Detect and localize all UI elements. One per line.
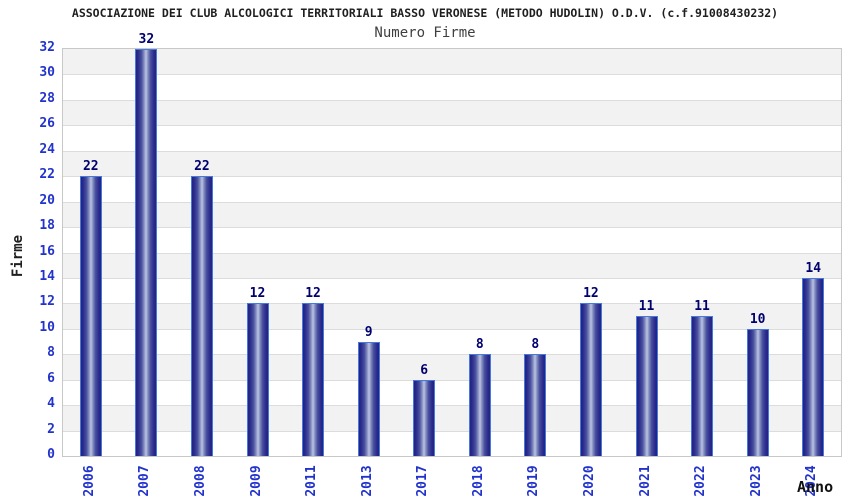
y-tick-label: 12 bbox=[39, 294, 55, 310]
gridline bbox=[63, 201, 841, 203]
gridline bbox=[63, 74, 841, 76]
y-tick-label: 30 bbox=[39, 65, 55, 81]
x-tick-label: 2021 bbox=[637, 465, 653, 497]
bar bbox=[357, 341, 380, 456]
gridline bbox=[63, 252, 841, 254]
plot-area: 22 32 22 12 12 9 6 8 8 12 11 11 10 14 bbox=[62, 32, 842, 457]
gridline bbox=[63, 328, 841, 330]
bar-value-label: 14 bbox=[805, 260, 822, 276]
plot-band bbox=[63, 99, 841, 126]
chart-subtitle: Numero Firme bbox=[374, 25, 476, 41]
y-tick-label: 14 bbox=[39, 268, 55, 284]
bar-value-label: 12 bbox=[305, 286, 321, 302]
y-tick-label: 10 bbox=[39, 319, 55, 335]
bar bbox=[746, 328, 769, 456]
y-tick-label: 18 bbox=[39, 218, 55, 234]
bar-value-label: 22 bbox=[82, 159, 99, 175]
plot-band bbox=[63, 328, 841, 355]
plot-band bbox=[63, 125, 841, 151]
bar bbox=[468, 354, 491, 456]
bar-value-label: 11 bbox=[694, 299, 710, 315]
plot-band bbox=[63, 379, 841, 406]
y-tick-label: 6 bbox=[47, 370, 55, 386]
bar-value-label: 12 bbox=[249, 286, 266, 302]
bar bbox=[635, 316, 658, 456]
y-tick-label: 28 bbox=[39, 90, 55, 106]
bar-value-label: 32 bbox=[138, 32, 155, 47]
y-tick-label: 4 bbox=[47, 396, 55, 412]
gridline bbox=[63, 379, 841, 381]
plot-band bbox=[63, 303, 841, 329]
plot-band bbox=[63, 176, 841, 202]
bar-value-label: 10 bbox=[749, 311, 766, 327]
bar bbox=[802, 277, 825, 456]
gridline bbox=[63, 405, 841, 407]
x-tick-label: 2007 bbox=[137, 465, 153, 497]
y-tick-label: 0 bbox=[47, 447, 55, 462]
bar-value-label: 8 bbox=[475, 337, 484, 353]
x-tick-label: 2022 bbox=[693, 465, 709, 497]
bar-value-label: 6 bbox=[420, 362, 429, 378]
gridline bbox=[63, 354, 841, 356]
plot-band bbox=[63, 354, 841, 380]
bar bbox=[190, 176, 213, 456]
x-tick-label: 2013 bbox=[359, 465, 375, 497]
y-tick-label: 32 bbox=[39, 40, 55, 55]
plot-band bbox=[63, 252, 841, 278]
bar bbox=[691, 316, 714, 456]
x-tick-label: 2018 bbox=[470, 465, 486, 497]
bar bbox=[135, 49, 158, 456]
x-tick-label: 2011 bbox=[304, 465, 320, 497]
bar bbox=[579, 303, 602, 456]
x-tick-label: 2008 bbox=[192, 465, 208, 497]
bar-value-label: 9 bbox=[364, 324, 373, 340]
y-tick-label: 22 bbox=[39, 167, 55, 183]
chart-title: ASSOCIAZIONE DEI CLUB ALCOLOGICI TERRITO… bbox=[71, 6, 779, 20]
gridline bbox=[63, 277, 841, 279]
x-tick-label: 2017 bbox=[415, 465, 431, 497]
x-tick-label: 2023 bbox=[748, 465, 764, 497]
x-tick-label: 2020 bbox=[581, 465, 597, 497]
bar bbox=[302, 303, 325, 456]
gridline bbox=[63, 150, 841, 152]
x-tick-label: 2009 bbox=[248, 465, 264, 497]
x-tick-label: 2019 bbox=[526, 465, 542, 497]
gridline bbox=[63, 227, 841, 229]
plot-band bbox=[63, 49, 841, 75]
bar-value-label: 12 bbox=[583, 286, 599, 302]
gridline bbox=[63, 99, 841, 101]
y-tick-label: 24 bbox=[39, 141, 55, 157]
bar-value-label: 22 bbox=[194, 159, 210, 175]
bar-value-label: 11 bbox=[638, 299, 655, 315]
bar bbox=[413, 379, 436, 456]
gridline bbox=[63, 303, 841, 305]
y-tick-label: 20 bbox=[39, 192, 55, 208]
gridline bbox=[63, 430, 841, 432]
y-tick-label: 2 bbox=[47, 421, 55, 437]
bar bbox=[79, 176, 102, 456]
plot-band bbox=[63, 430, 841, 456]
plot-band bbox=[63, 150, 841, 177]
y-tick-label: 16 bbox=[39, 243, 55, 259]
y-tick-label: 26 bbox=[39, 116, 55, 132]
plot-band bbox=[63, 227, 841, 253]
plot-band bbox=[63, 405, 841, 431]
bar bbox=[524, 354, 547, 456]
plot-band bbox=[63, 201, 841, 228]
plot-band bbox=[63, 74, 841, 100]
bar-value-label: 8 bbox=[531, 337, 540, 353]
y-tick-label: 8 bbox=[47, 345, 55, 361]
plot-band bbox=[63, 277, 841, 304]
x-tick-label: 2006 bbox=[81, 465, 97, 497]
bar bbox=[246, 303, 269, 456]
gridline bbox=[63, 125, 841, 127]
x-axis-title: Anno bbox=[797, 478, 834, 496]
gridline bbox=[63, 176, 841, 178]
